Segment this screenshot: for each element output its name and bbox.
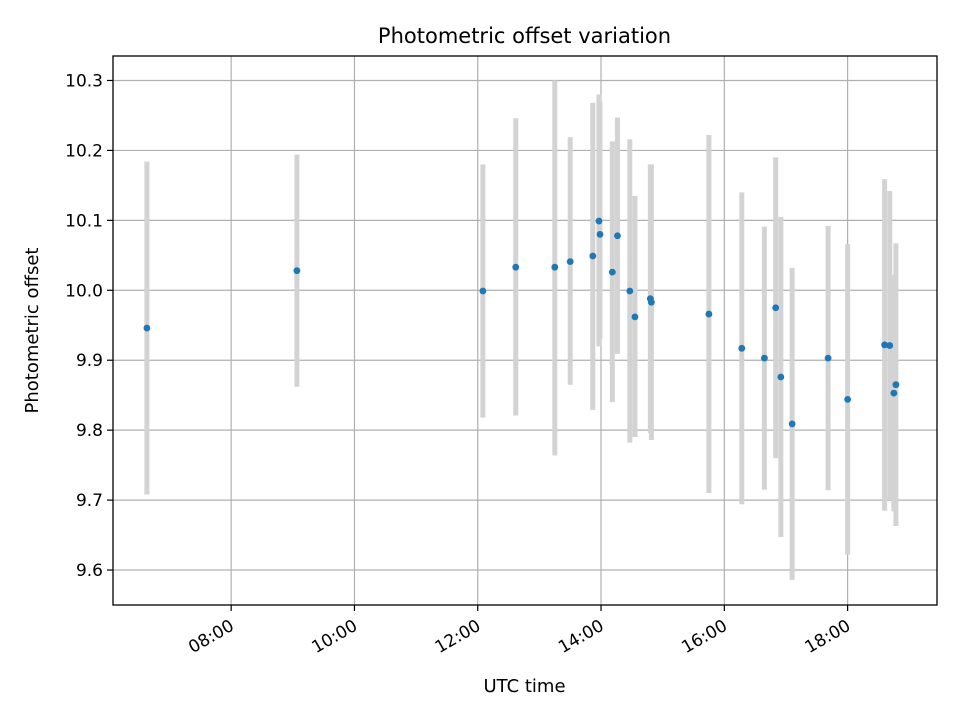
data-point bbox=[614, 232, 621, 240]
y-tick-label: 10.1 bbox=[65, 211, 103, 231]
data-point bbox=[608, 268, 616, 276]
x-tick-label: 18:00 bbox=[802, 616, 854, 658]
y-tick-label: 9.9 bbox=[76, 351, 103, 371]
x-tick-label: 12:00 bbox=[432, 616, 484, 658]
data-point bbox=[479, 287, 487, 295]
data-point bbox=[760, 354, 768, 362]
x-tick-label: 14:00 bbox=[555, 616, 607, 658]
x-tick-label: 16:00 bbox=[678, 616, 730, 658]
chart-title: Photometric offset variation bbox=[378, 24, 671, 48]
data-point bbox=[824, 354, 832, 362]
data-point bbox=[844, 395, 852, 403]
plot-area-frame bbox=[112, 55, 938, 606]
data-point bbox=[631, 313, 639, 321]
data-point bbox=[892, 381, 900, 389]
data-point bbox=[595, 217, 603, 225]
y-tick-label: 9.8 bbox=[76, 421, 103, 441]
x-axis-title: UTC time bbox=[483, 676, 565, 697]
y-tick-label: 10.0 bbox=[65, 281, 103, 301]
data-point bbox=[293, 267, 301, 275]
data-point bbox=[596, 230, 604, 238]
data-point bbox=[705, 310, 713, 318]
y-axis: 9.6 9.7 9.8 9.9 10.0 10.1 10.2 10.3 bbox=[65, 71, 113, 581]
data-point bbox=[589, 252, 597, 260]
data-point bbox=[143, 324, 151, 332]
data-point bbox=[551, 263, 559, 271]
grid bbox=[113, 56, 937, 605]
x-tick-label: 08:00 bbox=[185, 616, 237, 658]
data-point bbox=[566, 258, 574, 266]
data-point bbox=[647, 298, 655, 306]
y-axis-title: Photometric offset bbox=[22, 248, 43, 414]
y-tick-label: 10.3 bbox=[65, 71, 103, 91]
y-tick-label: 9.6 bbox=[76, 561, 103, 581]
y-tick-label: 10.2 bbox=[65, 141, 103, 161]
data-point bbox=[626, 287, 634, 295]
data-point bbox=[738, 344, 746, 352]
data-point bbox=[890, 389, 898, 397]
data-points bbox=[143, 217, 900, 428]
x-tick-label: 10:00 bbox=[309, 616, 361, 658]
data-point bbox=[881, 341, 889, 349]
data-point bbox=[788, 420, 796, 428]
data-point bbox=[886, 342, 894, 349]
data-point bbox=[772, 304, 780, 312]
errorbars bbox=[144, 80, 899, 580]
y-tick-label: 9.7 bbox=[76, 491, 103, 511]
x-axis: 08:00 10:00 12:00 14:00 16:00 18:00 bbox=[185, 605, 854, 658]
data-point bbox=[512, 263, 520, 271]
data-point bbox=[777, 373, 785, 381]
